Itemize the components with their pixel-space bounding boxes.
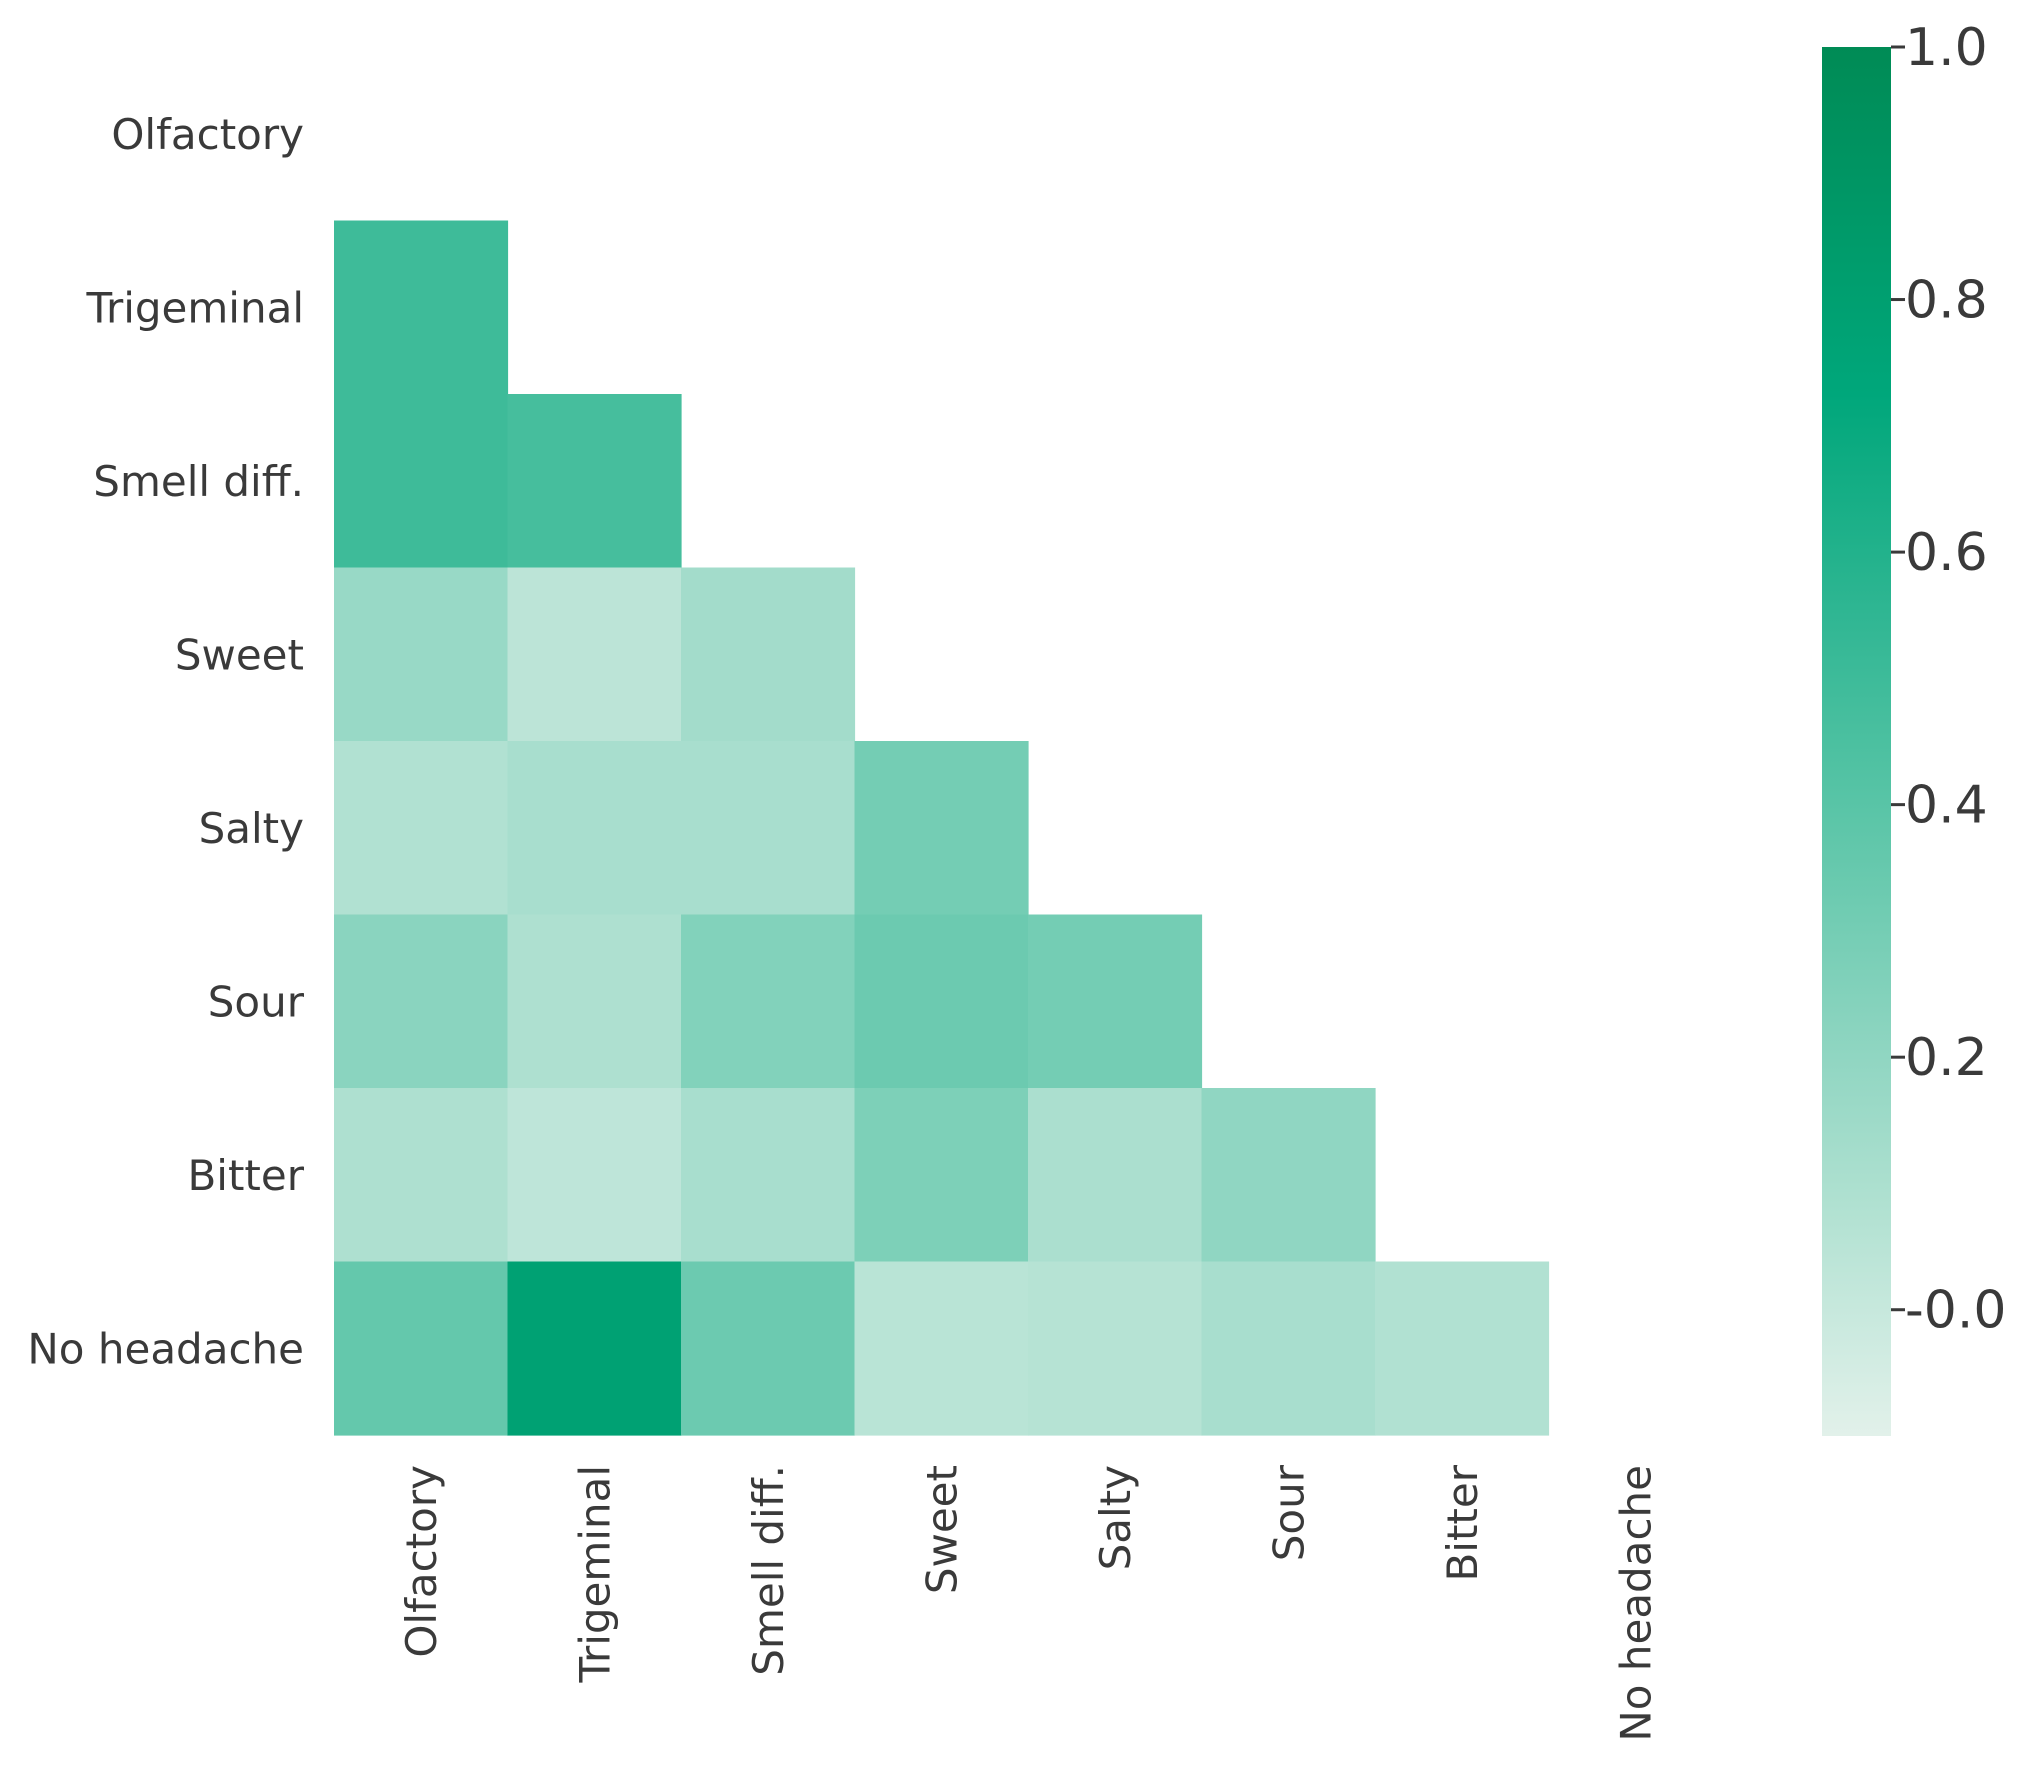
heatmap-cell-7-1	[507, 1261, 682, 1436]
y-tick-label: Smell diff.	[93, 457, 304, 506]
heatmap-cell-5-1	[507, 914, 682, 1089]
y-tick-label: No headache	[27, 1324, 304, 1373]
y-tick-label: Bitter	[187, 1151, 304, 1200]
heatmap-cell-5-0	[334, 914, 509, 1089]
heatmap-cell-5-2	[681, 914, 856, 1089]
heatmap-cell-5-3	[854, 914, 1029, 1089]
colorbar-tick-label: 1.0	[1905, 18, 1988, 78]
heatmap-cell-4-0	[334, 741, 509, 916]
heatmap-cell-6-5	[1201, 1088, 1376, 1263]
x-tick-label: Sour	[1264, 1464, 1313, 1561]
y-tick-label: Sweet	[175, 630, 304, 679]
heatmap-cell-5-4	[1028, 914, 1203, 1089]
y-tick-label: Olfactory	[111, 110, 304, 159]
colorbar-tick-label: 0.2	[1905, 1028, 1988, 1088]
heatmap-cell-3-0	[334, 567, 509, 742]
y-tick-label: Sour	[208, 977, 305, 1026]
heatmap-cell-7-5	[1201, 1261, 1376, 1436]
heatmap-cell-4-3	[854, 741, 1029, 916]
heatmap-cell-2-0	[334, 394, 509, 569]
colorbar-ticks: 1.0 0.8 0.6 0.4 0.2 -0.0	[1891, 18, 2006, 1341]
colorbar-tick-label: -0.0	[1905, 1281, 2006, 1341]
heatmap-cell-4-2	[681, 741, 856, 916]
heatmap-cell-3-1	[507, 567, 682, 742]
heatmap-cell-6-4	[1028, 1088, 1203, 1263]
heatmap-cell-4-1	[507, 741, 682, 916]
x-tick-label: Bitter	[1438, 1464, 1487, 1581]
y-tick-label: Salty	[199, 804, 304, 853]
heatmap-cell-6-0	[334, 1088, 509, 1263]
colorbar-gradient	[1822, 47, 1891, 1436]
heatmap-cell-6-2	[681, 1088, 856, 1263]
heatmap-cell-6-3	[854, 1088, 1029, 1263]
heatmap-cell-7-0	[334, 1261, 509, 1436]
x-tick-label: Trigeminal	[570, 1465, 619, 1684]
colorbar: 1.0 0.8 0.6 0.4 0.2 -0.0	[1822, 18, 2006, 1436]
heatmap-cell-7-4	[1028, 1261, 1203, 1436]
x-axis-tick-labels: Olfactory Trigeminal Smell diff. Sweet Salty…	[397, 1464, 1661, 1741]
heatmap-cell-3-2	[681, 567, 856, 742]
heatmap-cell-7-3	[854, 1261, 1029, 1436]
colorbar-tick-label: 0.4	[1905, 776, 1988, 836]
y-tick-label: Trigeminal	[85, 283, 304, 332]
heatmap-cell-7-6	[1375, 1261, 1550, 1436]
x-tick-label: Olfactory	[397, 1465, 446, 1658]
heatmap-cell-7-2	[681, 1261, 856, 1436]
heatmap-cell-1-0	[334, 220, 509, 395]
heatmap-cell-6-1	[507, 1088, 682, 1263]
x-tick-label: Sweet	[917, 1465, 966, 1594]
heatmap-cells	[334, 220, 1550, 1436]
colorbar-tick-label: 0.8	[1905, 271, 1988, 331]
x-tick-label: Smell diff.	[744, 1465, 793, 1676]
x-tick-label: Salty	[1091, 1465, 1140, 1570]
colorbar-tick-label: 0.6	[1905, 523, 1988, 583]
y-axis-tick-labels: Olfactory Trigeminal Smell diff. Sweet Salty…	[27, 110, 304, 1374]
x-tick-label: No headache	[1611, 1465, 1660, 1742]
heatmap-cell-2-1	[507, 394, 682, 569]
